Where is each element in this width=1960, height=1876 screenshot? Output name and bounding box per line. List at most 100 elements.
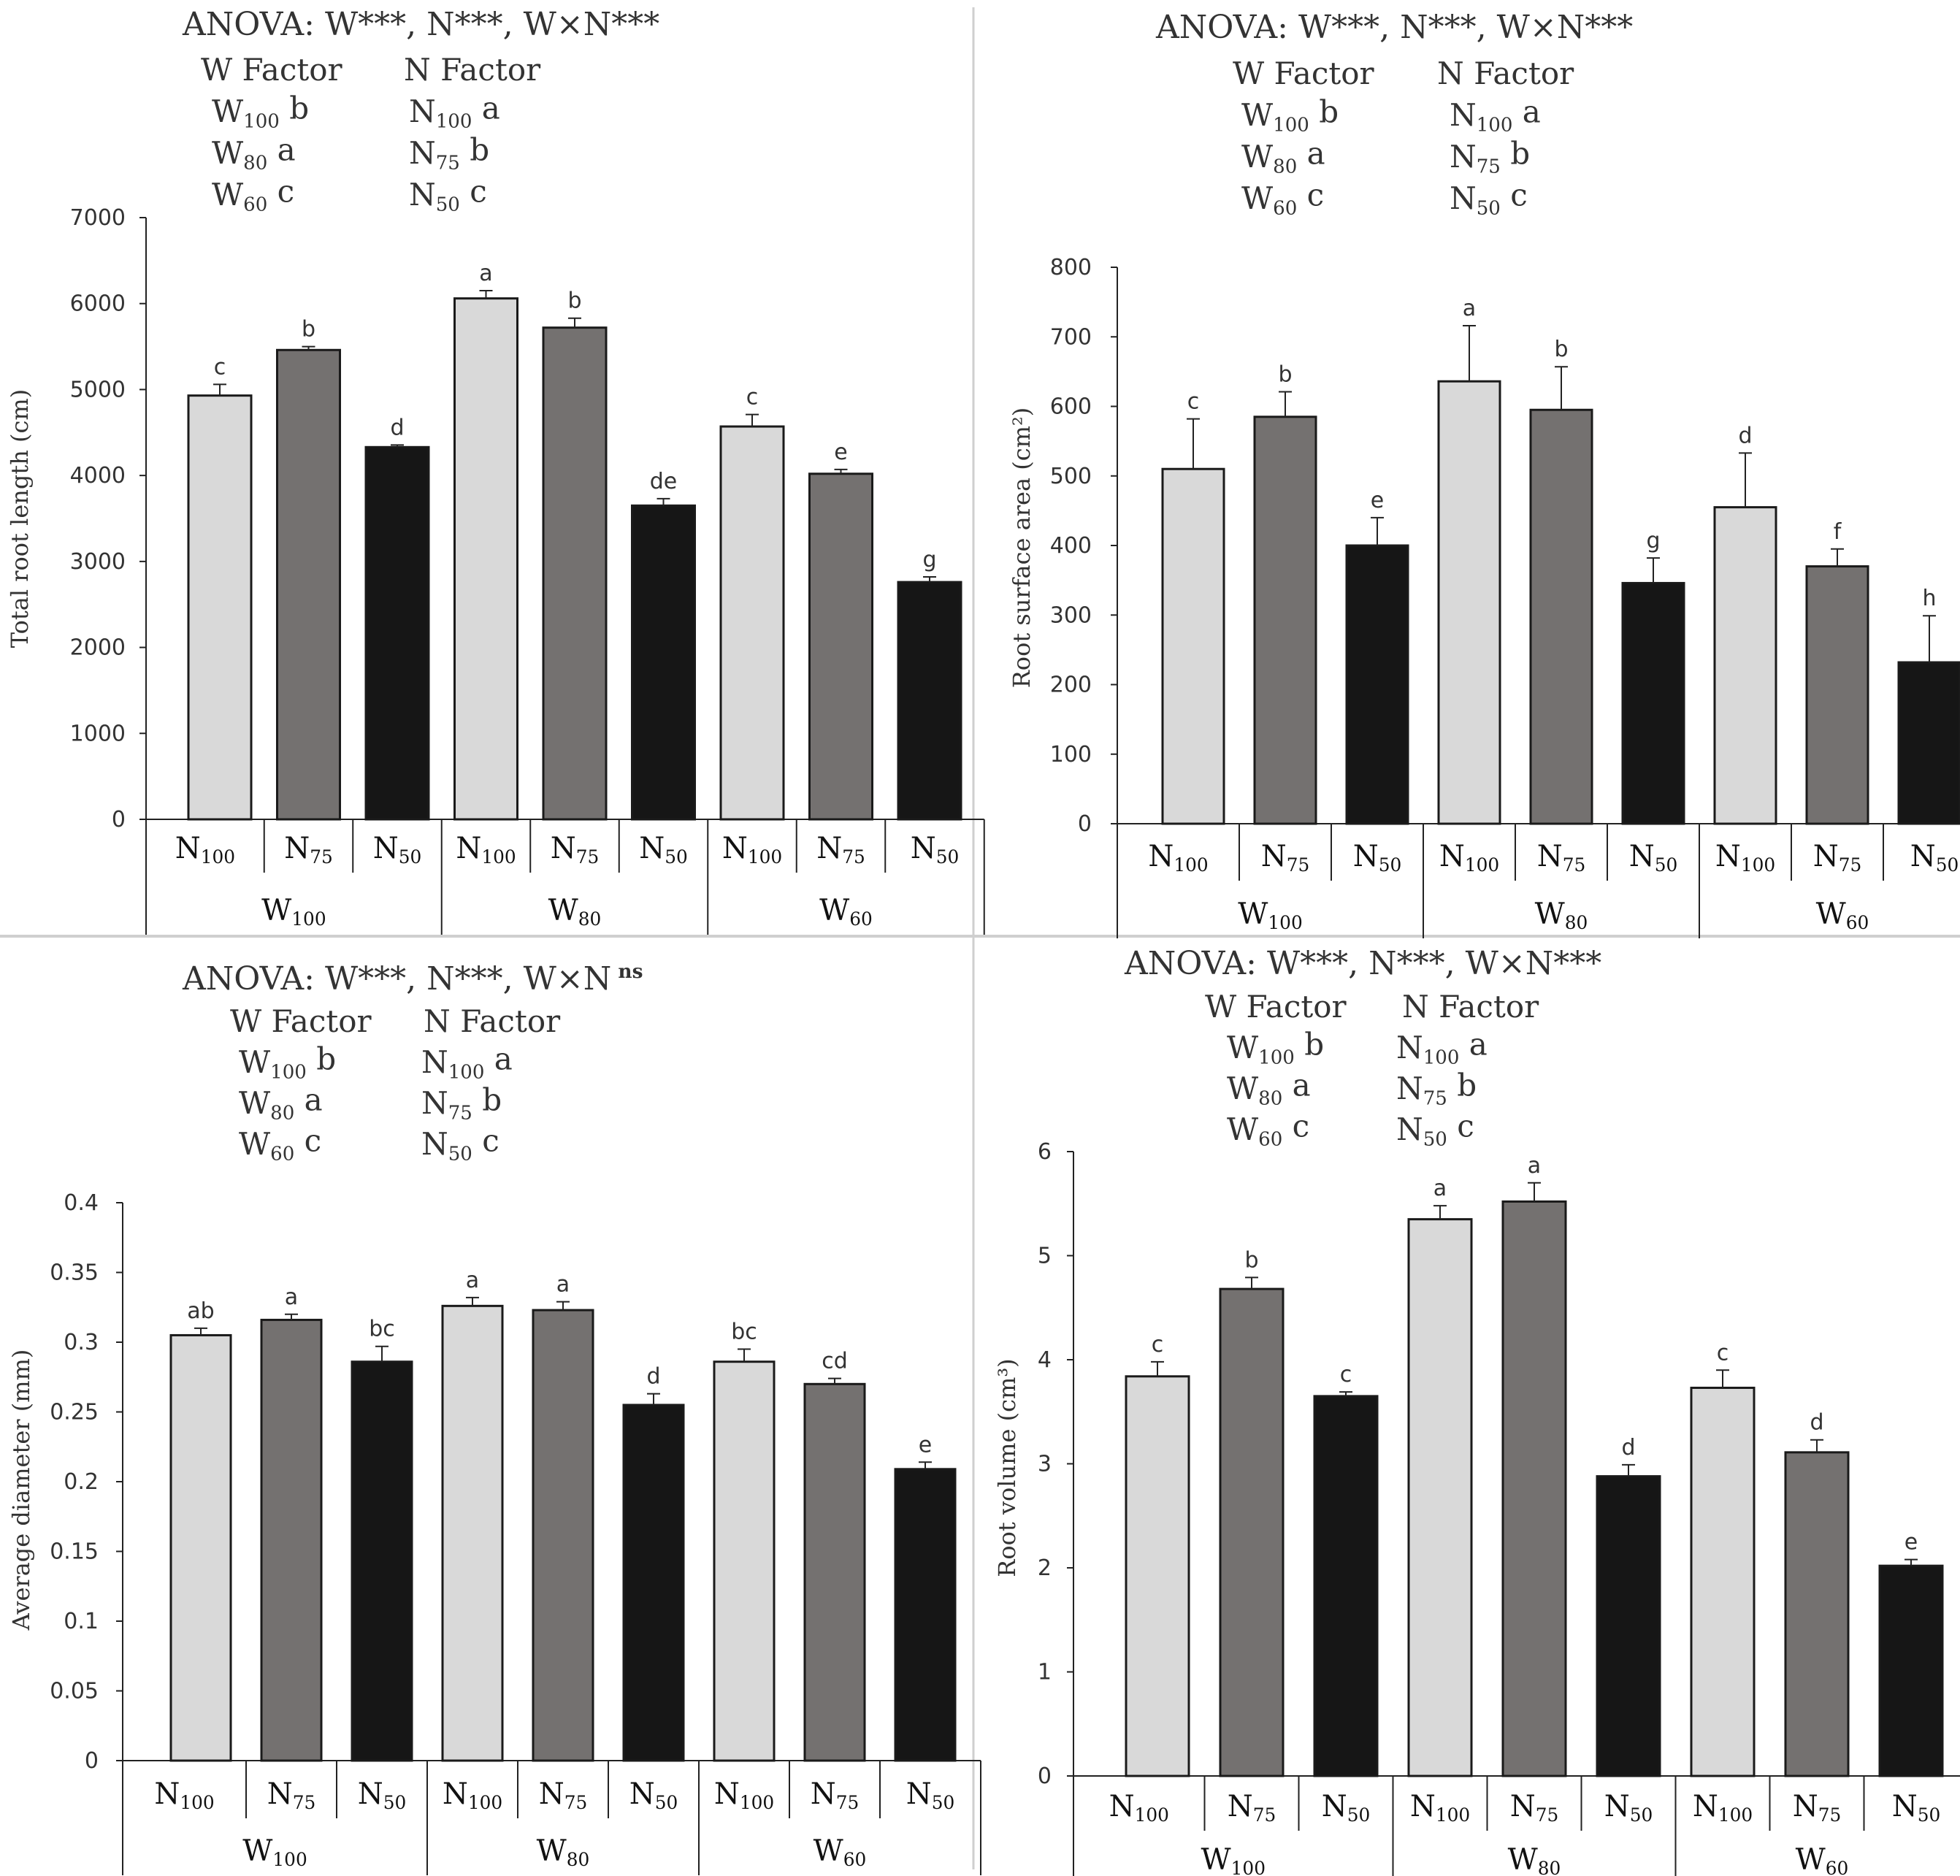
category-label: N75 xyxy=(816,832,865,868)
significance-letter: c xyxy=(746,385,759,410)
chart-panel-4: ANOVA: W***, N***, W×N*** W Factor N Facto… xyxy=(993,945,1960,1876)
significance-letter: d xyxy=(1621,1435,1635,1460)
y-axis-label: Total root length (cm) xyxy=(6,389,34,648)
y-tick-label: 300 xyxy=(1050,602,1092,628)
bar xyxy=(1713,506,1777,825)
y-tick-label: 0 xyxy=(1078,811,1092,837)
bar xyxy=(187,394,253,821)
w-factor-level: W100 b xyxy=(1241,94,1339,137)
bar xyxy=(1690,1386,1756,1777)
significance-letter: h xyxy=(1922,586,1936,611)
bar xyxy=(1219,1287,1285,1777)
group-label: W100 xyxy=(261,894,326,930)
bar xyxy=(719,425,785,821)
bar xyxy=(532,1309,594,1762)
y-tick-label: 400 xyxy=(1050,533,1092,559)
w-factor-level: W60 c xyxy=(1241,177,1324,220)
bar xyxy=(894,1468,957,1762)
significance-letter: c xyxy=(214,354,226,380)
significance-letter: b xyxy=(567,288,581,314)
n-factor-level: N75 b xyxy=(421,1082,502,1125)
bar xyxy=(1407,1218,1473,1777)
y-tick-label: 0.25 xyxy=(50,1400,99,1425)
w-factor-level: W80 a xyxy=(1227,1068,1311,1110)
bar xyxy=(1253,416,1317,825)
y-tick-label: 0 xyxy=(112,807,126,832)
n-factor-level: N50 c xyxy=(421,1123,499,1165)
bar xyxy=(169,1333,232,1762)
category-label: N100 xyxy=(722,832,782,868)
significance-letter: b xyxy=(1278,361,1292,387)
y-tick-label: 3000 xyxy=(70,549,126,575)
group-label: W80 xyxy=(1535,897,1588,933)
bar xyxy=(622,1404,685,1762)
significance-letter: e xyxy=(919,1432,932,1458)
y-tick-label: 0.4 xyxy=(64,1190,99,1216)
n-factor-level: N50 c xyxy=(409,174,487,216)
bar xyxy=(808,472,873,821)
y-tick-label: 2 xyxy=(1038,1555,1052,1581)
y-tick-label: 0.35 xyxy=(50,1260,99,1286)
category-label: N100 xyxy=(714,1777,774,1813)
y-tick-label: 4 xyxy=(1038,1347,1052,1373)
y-axis-label: Root volume (cm³) xyxy=(993,1358,1021,1577)
y-tick-label: 0 xyxy=(85,1748,99,1774)
significance-letter: e xyxy=(1905,1530,1918,1555)
significance-letter: a xyxy=(1433,1176,1447,1201)
category-label: N100 xyxy=(154,1777,214,1813)
significance-letter: d xyxy=(1738,423,1752,448)
w-factor-level: W60 c xyxy=(239,1123,321,1165)
significance-letter: c xyxy=(1152,1332,1164,1358)
w-factor-level: W100 b xyxy=(212,91,309,133)
category-label: N75 xyxy=(1793,1790,1842,1826)
group-label: W60 xyxy=(819,894,873,930)
category-label: N100 xyxy=(175,832,235,868)
significance-letter: g xyxy=(922,547,936,573)
bar xyxy=(1621,581,1685,825)
y-tick-label: 0.05 xyxy=(50,1679,99,1704)
category-label: N50 xyxy=(1910,840,1959,876)
y-tick-label: 6 xyxy=(1038,1139,1052,1165)
n-factor-header: N Factor xyxy=(404,52,541,88)
significance-letter: g xyxy=(1646,528,1660,554)
anova-title: ANOVA: W***, N***, W×N*** xyxy=(182,6,659,43)
significance-letter: e xyxy=(1371,488,1384,513)
bar xyxy=(1313,1395,1379,1777)
n-factor-level: N100 a xyxy=(1396,1027,1488,1069)
y-axis-label: Average diameter (mm) xyxy=(7,1349,35,1631)
group-label: W100 xyxy=(242,1834,307,1870)
n-factor-level: N50 c xyxy=(1450,177,1528,220)
n-factor-level: N75 b xyxy=(1396,1068,1477,1110)
significance-letter: c xyxy=(1187,389,1200,415)
n-factor-header: N Factor xyxy=(1402,989,1539,1025)
bar xyxy=(1897,661,1960,825)
y-tick-label: 0 xyxy=(1038,1764,1052,1789)
y-tick-label: 0.15 xyxy=(50,1539,99,1565)
category-label: N75 xyxy=(811,1777,860,1813)
significance-letter: a xyxy=(556,1272,570,1298)
y-tick-label: 700 xyxy=(1050,324,1092,350)
bar xyxy=(713,1360,776,1762)
category-label: N75 xyxy=(539,1777,588,1813)
category-label: N50 xyxy=(1322,1790,1371,1826)
y-tick-label: 200 xyxy=(1050,673,1092,698)
significance-letter: ab xyxy=(187,1298,214,1324)
category-label: N100 xyxy=(1439,840,1499,876)
category-label: N50 xyxy=(906,1777,955,1813)
n-factor-level: N75 b xyxy=(409,132,489,175)
bar xyxy=(631,504,696,821)
significance-letter: c xyxy=(1340,1362,1352,1387)
anova-title: ANOVA: W***, N***, W×N ns xyxy=(182,960,643,998)
group-label: W60 xyxy=(1796,1843,1849,1876)
w-factor-header: W Factor xyxy=(201,52,343,88)
significance-letter: e xyxy=(834,440,847,465)
n-factor-level: N100 a xyxy=(409,91,500,133)
significance-letter: a xyxy=(1528,1153,1541,1179)
n-factor-level: N100 a xyxy=(1450,94,1541,137)
y-axis-label: Root surface area (cm²) xyxy=(1008,407,1035,689)
n-factor-header: N Factor xyxy=(1437,55,1574,91)
n-factor-level: N100 a xyxy=(421,1041,513,1084)
y-tick-label: 5000 xyxy=(70,377,126,402)
category-label: N50 xyxy=(1353,840,1402,876)
y-tick-label: 4000 xyxy=(70,463,126,489)
